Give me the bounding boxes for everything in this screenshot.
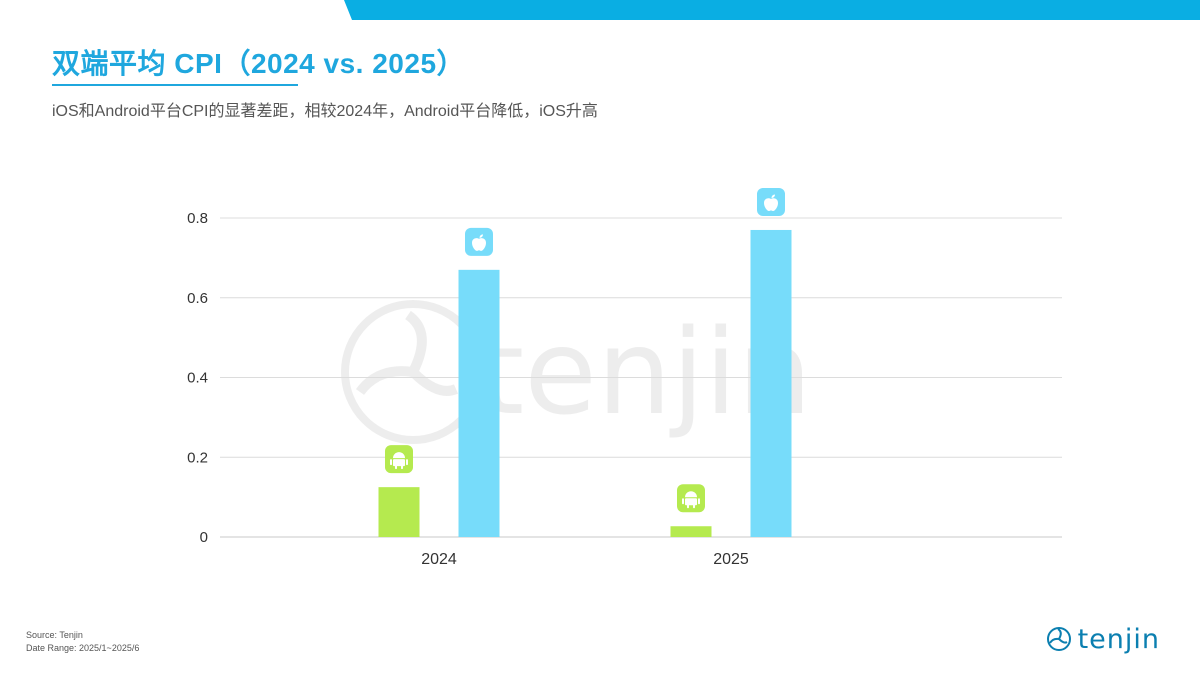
date-range-text: Date Range: 2025/1~2025/6 xyxy=(26,643,140,653)
apple-badge xyxy=(757,187,785,216)
tenjin-logo-icon xyxy=(1046,627,1071,651)
top-accent-band xyxy=(344,0,1200,20)
apple-icon xyxy=(764,194,778,211)
apple-icon xyxy=(472,234,486,251)
source-text: Source: Tenjin xyxy=(26,630,83,640)
y-tick-label: 0 xyxy=(200,529,208,546)
android-icon xyxy=(682,491,700,509)
android-badge xyxy=(677,484,705,513)
tenjin-brand: tenjin xyxy=(1046,622,1160,656)
bar xyxy=(458,269,500,537)
y-tick-label: 0.8 xyxy=(187,210,208,227)
title-underline xyxy=(52,84,298,86)
x-tick-label: 2024 xyxy=(421,551,457,568)
brand-name: tenjin xyxy=(1077,623,1160,655)
y-tick-label: 0.4 xyxy=(187,370,208,387)
apple-badge xyxy=(465,227,493,256)
page-subtitle: iOS和Android平台CPI的显著差距，相较2024年，Android平台降… xyxy=(52,103,598,120)
x-tick-label: 2025 xyxy=(713,551,749,568)
y-tick-label: 0.6 xyxy=(187,290,208,307)
bar xyxy=(670,526,712,537)
android-badge xyxy=(385,445,413,474)
y-tick-label: 0.2 xyxy=(187,449,208,466)
page-title: 双端平均 CPI（2024 vs. 2025） xyxy=(52,48,466,79)
bar xyxy=(378,487,420,537)
source-note: Source: Tenjin Date Range: 2025/1~2025/6 xyxy=(26,629,139,655)
bar xyxy=(750,229,792,537)
android-icon xyxy=(390,452,408,470)
